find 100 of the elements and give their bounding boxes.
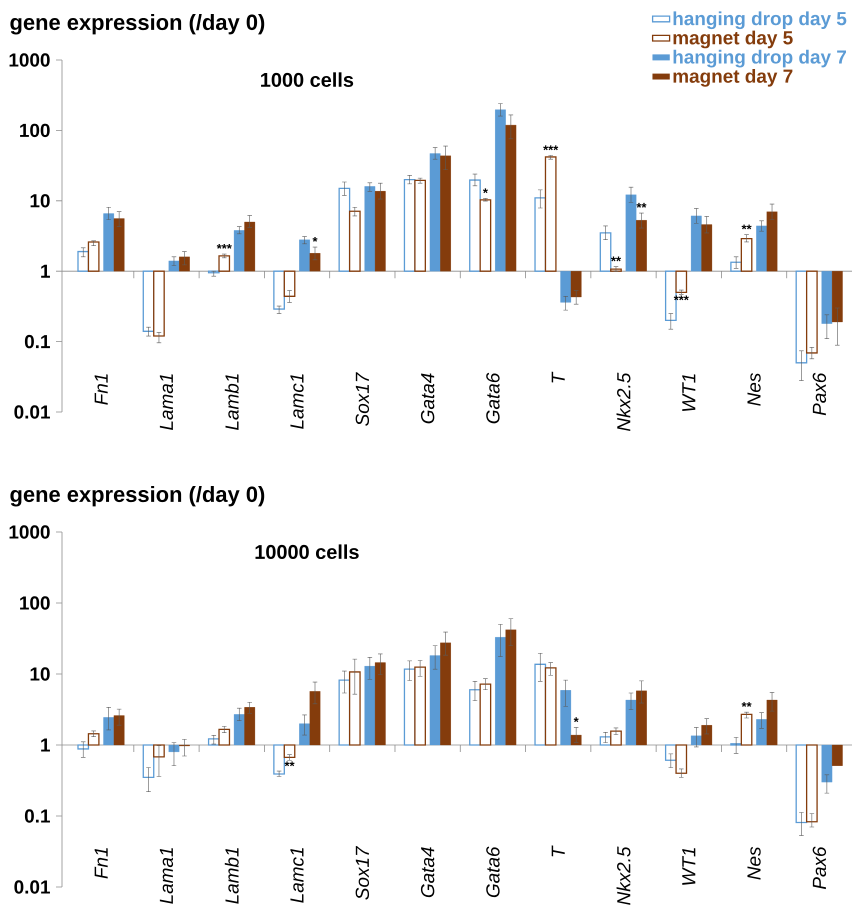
bar	[756, 719, 767, 746]
bar	[114, 218, 124, 272]
bar	[832, 271, 843, 322]
bar	[626, 700, 636, 746]
bar	[374, 662, 386, 746]
y-tick-label: 10	[30, 194, 50, 208]
bar	[701, 725, 712, 746]
bar	[374, 191, 386, 272]
x-tick-label: Pax6	[812, 372, 826, 416]
y-tick-label: 1000	[10, 53, 50, 67]
y-tick-label: 1	[41, 738, 50, 752]
bar	[832, 744, 843, 766]
bar	[179, 256, 190, 272]
bar	[766, 212, 778, 272]
bar	[364, 186, 376, 272]
x-tick-label: Lamb1	[224, 374, 239, 430]
bar	[766, 700, 778, 746]
annotation: *	[574, 717, 579, 722]
y-tick-label: 1	[41, 264, 50, 278]
annotation: **	[742, 224, 752, 230]
y-tick-label: 1000	[10, 525, 50, 539]
bar	[570, 271, 582, 298]
bar	[364, 666, 376, 746]
x-tick-label: Nes	[747, 846, 761, 880]
x-tick-label: Lamc1	[290, 374, 304, 429]
bar	[495, 110, 506, 272]
legend-label: magnet day 7	[674, 68, 792, 87]
bar	[234, 230, 245, 272]
bar	[440, 642, 451, 746]
bar	[244, 707, 256, 746]
x-tick-label: Fn1	[94, 848, 108, 879]
bar	[570, 734, 582, 746]
bar	[168, 744, 180, 752]
bar	[822, 271, 832, 324]
bar	[310, 691, 320, 746]
x-tick-label: T	[552, 845, 565, 856]
y-tick-label: 10	[30, 667, 50, 681]
x-tick-label: WT1	[682, 848, 696, 885]
bar	[560, 271, 572, 303]
bar	[756, 226, 767, 272]
bar	[822, 744, 832, 782]
annotation: **	[742, 702, 752, 707]
bar	[505, 630, 516, 746]
annotation: *	[482, 188, 488, 194]
chart-title: gene expression (/day 0)	[10, 486, 264, 506]
bar	[430, 153, 441, 272]
bar	[114, 715, 124, 746]
annotation: **	[610, 256, 622, 262]
bar	[234, 714, 245, 746]
x-tick-label: Sox17	[356, 846, 370, 900]
x-tick-label: Lama1	[160, 848, 174, 904]
legend-label: hanging drop day 5	[674, 11, 846, 30]
bar	[701, 224, 712, 272]
bar	[690, 736, 702, 746]
x-tick-label: Nkx2.5	[616, 372, 630, 432]
y-tick-label: 100	[20, 596, 50, 610]
bar	[505, 124, 516, 272]
legend-label: magnet day 5	[674, 30, 793, 48]
annotation: ***	[543, 145, 558, 150]
annotation: **	[636, 202, 646, 208]
annotation: ***	[216, 244, 232, 249]
y-tick-label: 0.1	[24, 334, 50, 348]
bar	[560, 690, 572, 746]
x-tick-label: Gata6	[486, 372, 500, 424]
y-tick-label: 100	[20, 124, 50, 138]
bar	[310, 253, 320, 272]
chart-subtitle: 10000 cells	[256, 544, 359, 560]
bar	[430, 655, 441, 746]
bar	[636, 690, 647, 746]
bar	[103, 717, 114, 746]
x-tick-label: Gata4	[420, 847, 434, 898]
x-tick-label: Gata4	[420, 373, 434, 424]
annotation: *	[312, 236, 318, 242]
legend-label: hanging drop day 7	[674, 50, 846, 68]
bar	[636, 220, 647, 272]
x-tick-label: Pax6	[812, 846, 826, 890]
chart-subtitle: 1000 cells	[261, 72, 354, 87]
chart-title: gene expression (/day 0)	[10, 14, 264, 34]
y-tick-label: 0.1	[24, 809, 50, 823]
x-tick-label: T	[552, 372, 565, 383]
x-tick-label: Sox17	[356, 372, 370, 426]
bar	[168, 260, 180, 272]
bar	[626, 194, 636, 272]
bar	[103, 213, 114, 272]
bar	[244, 222, 256, 272]
x-tick-label: Lama1	[160, 374, 174, 430]
y-tick-label: 0.01	[14, 405, 50, 419]
bar	[299, 723, 310, 746]
x-tick-label: WT1	[682, 374, 696, 412]
bar	[690, 216, 702, 272]
bar	[495, 637, 506, 746]
x-tick-label: Nkx2.5	[616, 846, 630, 905]
bar	[440, 156, 451, 272]
bar	[299, 240, 310, 272]
x-tick-label: Lamc1	[290, 848, 304, 903]
y-tick-label: 0.01	[14, 880, 50, 894]
x-tick-label: Fn1	[94, 374, 108, 405]
x-tick-label: Gata6	[486, 846, 500, 898]
x-tick-label: Nes	[747, 373, 761, 406]
x-tick-label: Lamb1	[224, 848, 239, 904]
